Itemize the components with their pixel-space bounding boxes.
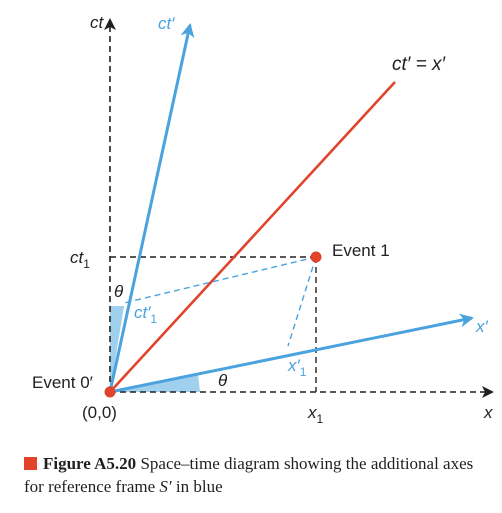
caption-text-before: Space–time diagram showing the additiona… [24, 454, 474, 496]
event-0-dot [104, 386, 116, 398]
ct-prime-axis-label: ct′ [158, 14, 175, 33]
event-1-label: Event 1 [332, 241, 390, 260]
x-prime-axis [109, 313, 474, 394]
ct-prime-1-label: ct′1 [134, 303, 157, 326]
x-prime-1-label: x′1 [287, 356, 307, 379]
ct1-label: ct1 [70, 248, 90, 271]
caption-frame-name: S′ [159, 477, 172, 496]
theta-bottom-label: θ [218, 371, 228, 390]
caption-figure-label: Figure A5.20 [43, 454, 137, 473]
ct-prime-1-projection-line [123, 256, 317, 304]
figure-caption: Figure A5.20 Space–time diagram showing … [24, 452, 494, 498]
x1-label: x1 [307, 403, 324, 426]
caption-text-after: in blue [171, 477, 223, 496]
event-0-label: Event 0′ [32, 373, 93, 392]
theta-top-label: θ [114, 282, 124, 301]
caption-square-icon [24, 457, 37, 470]
origin-label: (0,0) [82, 403, 117, 422]
ct-prime-axis [108, 23, 195, 393]
x-axis-label: x [483, 403, 493, 422]
ct-axis-label: ct [90, 13, 105, 32]
light-line [109, 81, 396, 393]
x-prime-1-projection-line [287, 256, 317, 347]
light-line-label: ct′ = x′ [392, 54, 446, 75]
space-time-diagram: ct ct′ ct′ = x′ ct1 Event 1 θ ct′1 x′ x′… [32, 13, 494, 426]
x-prime-axis-label: x′ [475, 317, 489, 336]
event-1-dot [310, 251, 322, 263]
